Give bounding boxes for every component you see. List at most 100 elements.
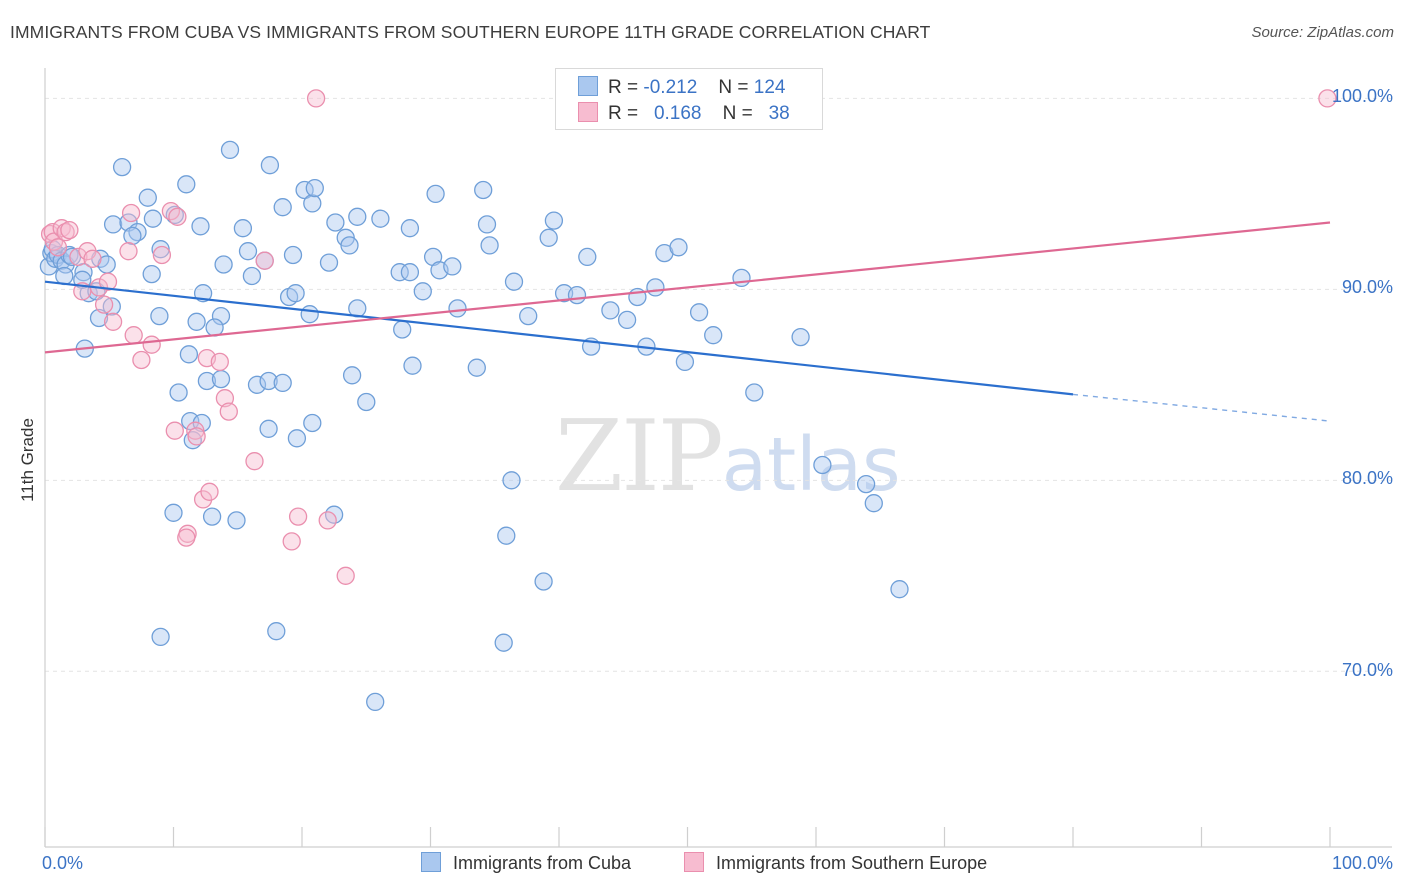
point-cuba [242, 266, 262, 286]
point-southern-europe [1318, 89, 1337, 108]
point-cuba [504, 272, 524, 291]
legend-r-label: R = [608, 103, 639, 124]
point-cuba [567, 285, 587, 305]
x-tick-label-min: 0.0% [42, 853, 84, 873]
point-cuba [267, 622, 286, 641]
point-cuba [181, 411, 200, 431]
point-southern-europe [187, 427, 206, 446]
point-southern-europe [177, 528, 196, 547]
point-southern-europe [165, 421, 184, 440]
point-southern-europe [94, 295, 114, 314]
point-southern-europe [200, 482, 219, 501]
point-cuba [348, 207, 367, 226]
point-cuba [286, 284, 305, 303]
trendline-cuba [44, 280, 1074, 396]
point-southern-europe [336, 566, 355, 585]
point-southern-europe [219, 402, 238, 421]
point-cuba [477, 215, 497, 234]
point-cuba [103, 215, 123, 234]
source-credit: Source: ZipAtlas.com [1251, 24, 1394, 41]
point-southern-europe [282, 532, 301, 551]
point-cuba [480, 236, 499, 255]
point-cuba [187, 312, 206, 331]
point-cuba [497, 526, 516, 545]
watermark: ZIPatlas [555, 400, 901, 514]
bottom-legend-southern-europe: Immigrants from Southern Europe [684, 852, 987, 874]
y-tick-label-70: 70.0% [1341, 660, 1393, 680]
point-cuba [689, 303, 709, 322]
point-southern-europe [186, 421, 205, 440]
bottom-legend-label-cuba: Immigrants from Cuba [453, 853, 632, 873]
point-cuba [179, 345, 199, 364]
chart-title: IMMIGRANTS FROM CUBA VS IMMIGRANTS FROM … [10, 22, 931, 42]
trendline-extension-cuba [1072, 393, 1331, 422]
point-cuba [534, 572, 553, 591]
point-southern-europe [98, 272, 118, 291]
point-cuba [151, 240, 170, 259]
point-cuba [143, 209, 163, 228]
point-cuba [112, 157, 132, 177]
point-cuba [177, 175, 196, 194]
point-cuba [238, 242, 258, 261]
point-cuba [443, 257, 462, 276]
point-cuba [326, 213, 345, 232]
point-cuba [578, 247, 597, 267]
point-southern-europe [119, 242, 138, 261]
stats-legend: R = -0.212 N = 124 R = 0.168 N = 38 [555, 68, 823, 130]
point-cuba [300, 305, 319, 324]
point-cuba [601, 301, 620, 320]
point-cuba [319, 253, 339, 272]
point-cuba [400, 263, 420, 282]
bottom-legend-swatch-southern-europe [684, 852, 704, 872]
point-cuba [123, 226, 142, 246]
point-cuba [259, 419, 278, 438]
point-cuba [214, 255, 233, 274]
point-cuba [303, 413, 322, 433]
point-southern-europe [60, 220, 79, 240]
point-southern-europe [306, 89, 326, 108]
point-cuba [791, 327, 810, 347]
point-cuba [202, 507, 222, 526]
point-cuba [390, 263, 409, 282]
point-cuba [211, 306, 231, 326]
point-cuba [55, 266, 74, 286]
point-cuba [646, 278, 665, 297]
y-tick-label-100: 100.0% [1331, 86, 1393, 106]
point-cuba [617, 310, 637, 330]
point-cuba [342, 366, 362, 385]
point-cuba [287, 429, 307, 448]
point-southern-europe [152, 245, 172, 265]
legend-n-value: 124 [753, 77, 786, 98]
point-cuba [220, 140, 240, 160]
legend-row-southern-europe: R = 0.168 N = 38 [578, 102, 790, 126]
point-cuba [400, 219, 420, 238]
point-southern-europe [132, 350, 151, 370]
point-cuba [191, 217, 210, 236]
point-cuba [259, 371, 278, 391]
bottom-legend-label-southern-europe: Immigrants from Southern Europe [716, 853, 988, 873]
point-southern-europe [245, 452, 264, 471]
point-cuba [273, 198, 292, 217]
point-southern-europe [69, 247, 88, 267]
point-cuba [539, 228, 558, 247]
legend-n-value: 38 [768, 103, 790, 124]
watermark-atlas: atlas [721, 422, 901, 508]
point-cuba [151, 627, 170, 647]
point-cuba [393, 320, 412, 339]
point-cuba [340, 236, 359, 255]
point-cuba [467, 358, 486, 377]
legend-r-label: R = [608, 77, 639, 98]
legend-swatch-southern-europe [578, 102, 598, 122]
point-southern-europe [210, 352, 229, 372]
legend-r-value: -0.212 [643, 77, 698, 98]
point-cuba [544, 211, 564, 230]
point-cuba [169, 383, 188, 402]
point-southern-europe [288, 507, 308, 526]
y-tick-label-80: 80.0% [1341, 468, 1393, 488]
point-cuba [89, 308, 109, 328]
trendline-southern-europe [44, 221, 1331, 354]
point-cuba [448, 299, 467, 318]
point-cuba [366, 692, 385, 712]
point-cuba [211, 369, 231, 389]
